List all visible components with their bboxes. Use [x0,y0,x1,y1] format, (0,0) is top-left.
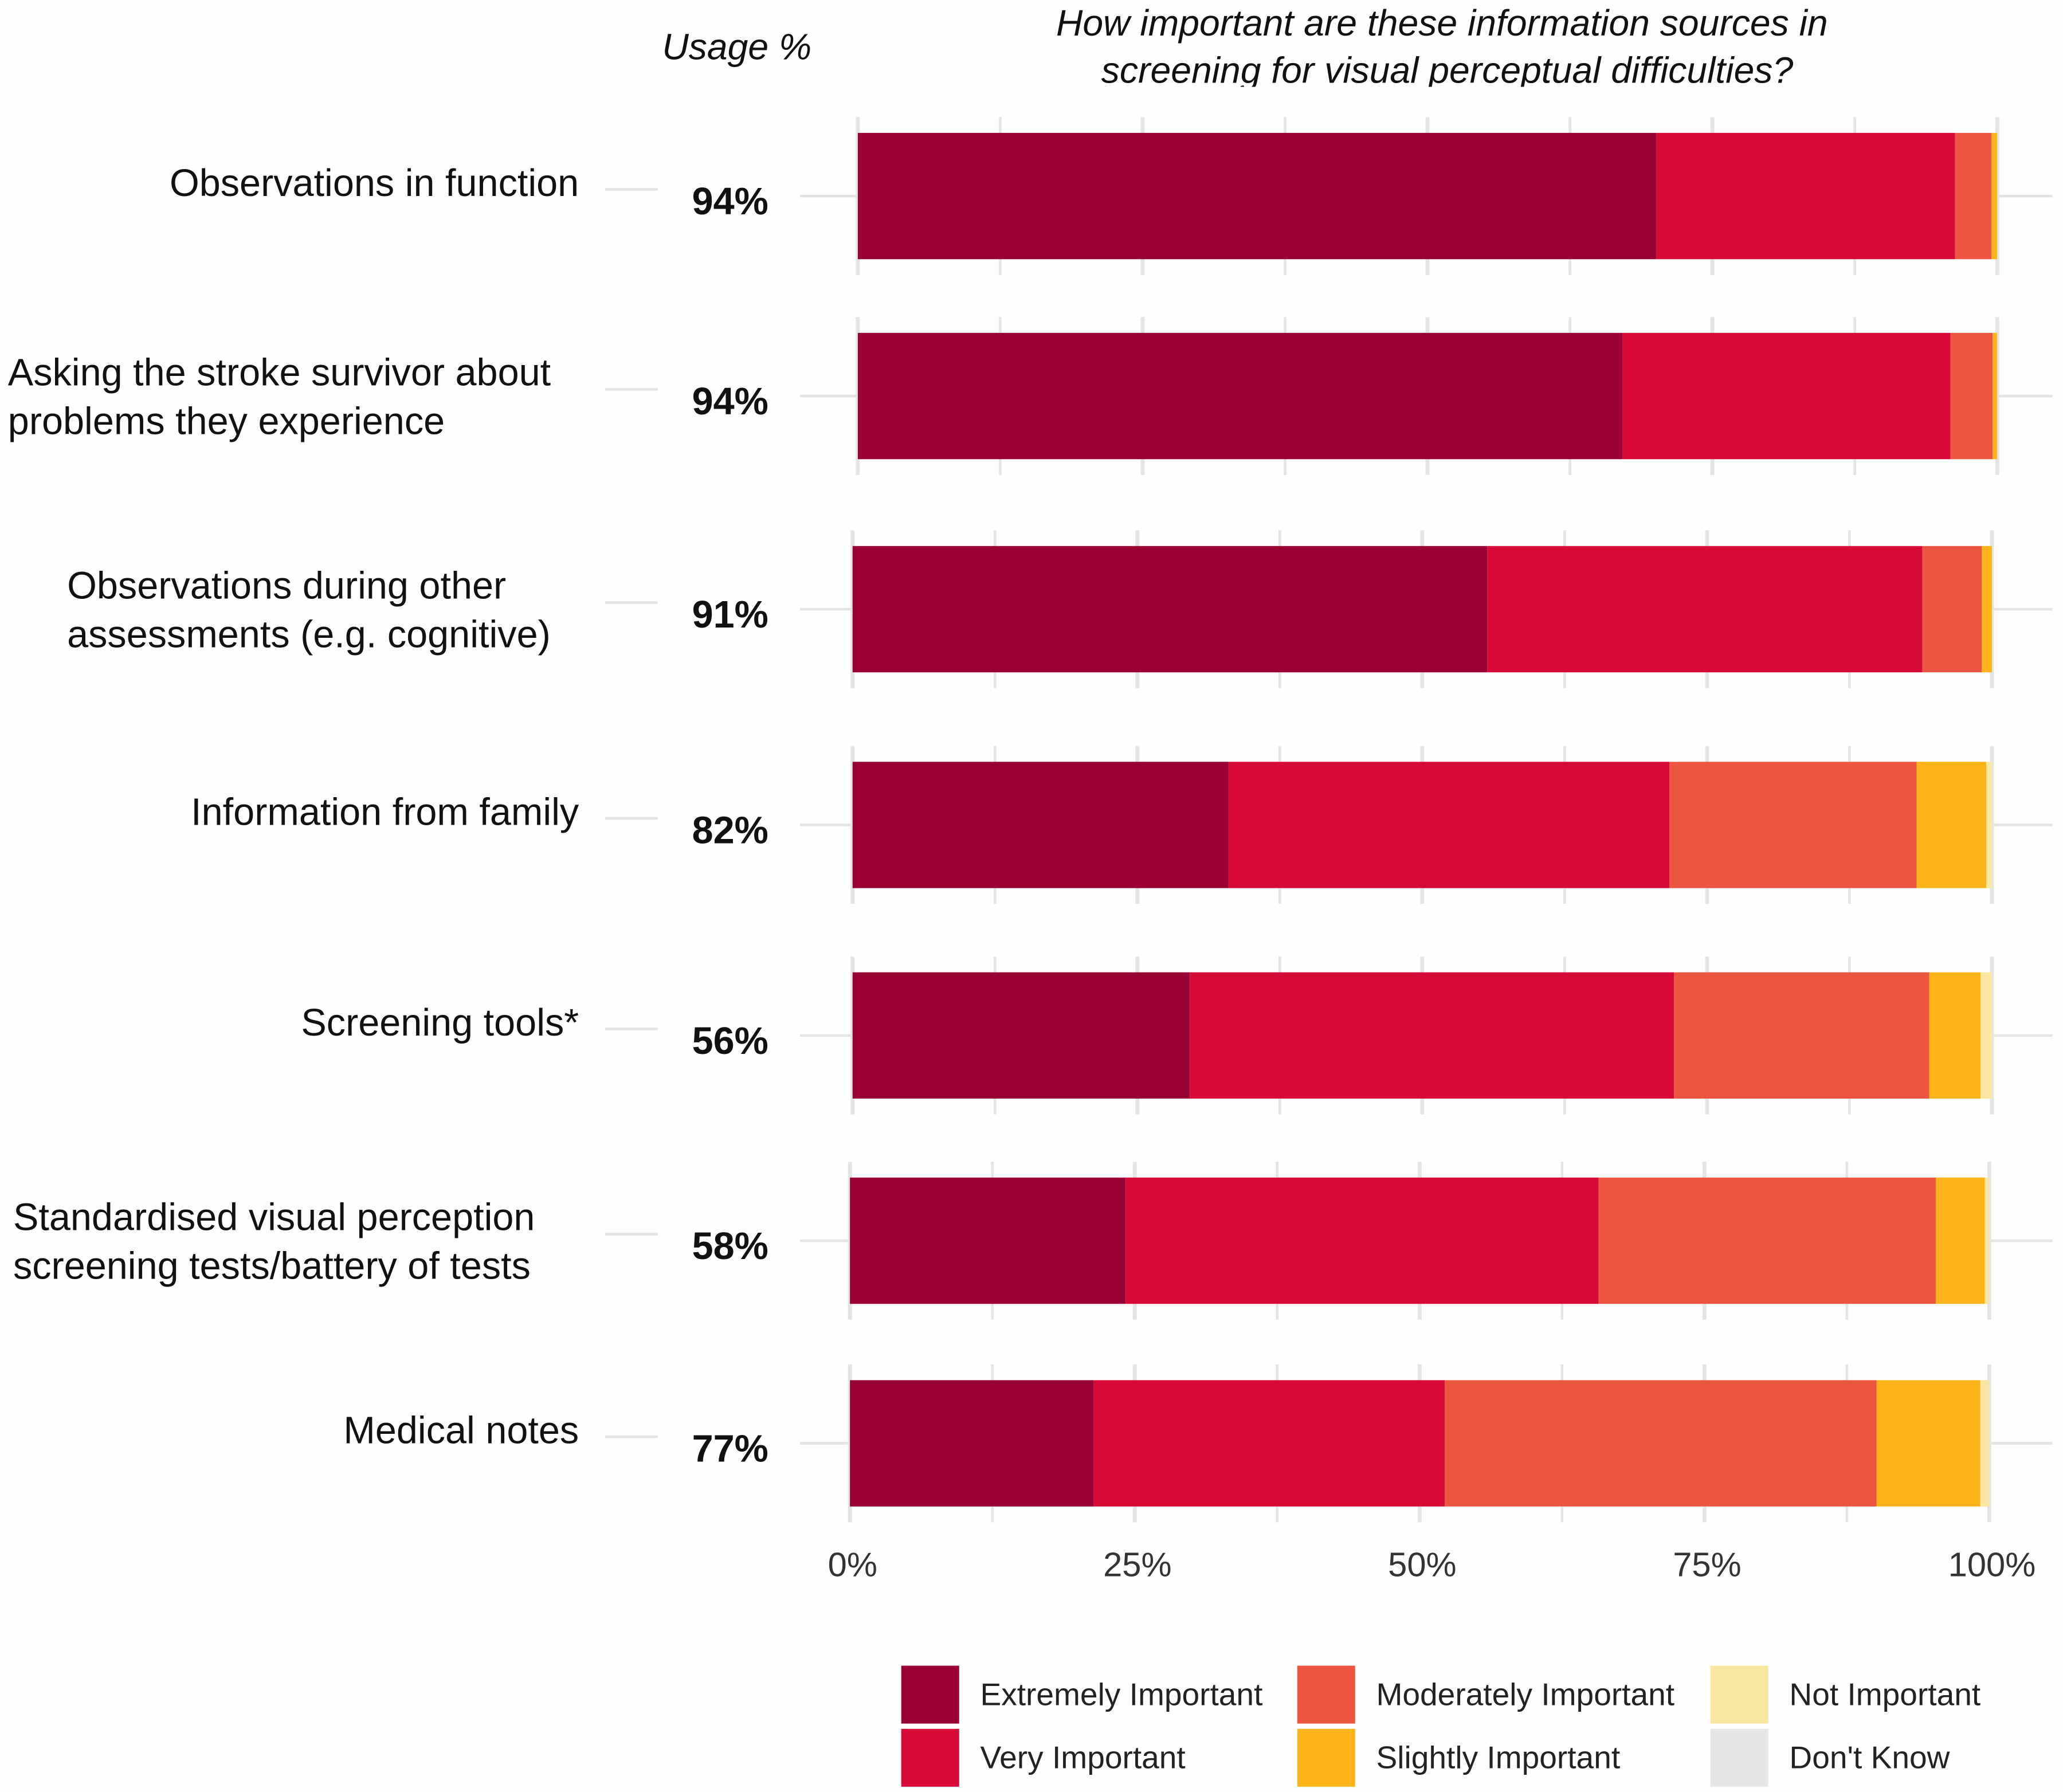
category-label-line: Observations in function [170,162,579,205]
bar-segment [852,972,1190,1099]
legend-item: Don't Know [1710,1728,1950,1787]
bar-segment [852,762,1229,888]
category-label-line: Information from family [191,791,579,834]
legend-swatch [901,1665,959,1724]
category-label: Medical notes [343,1410,579,1452]
category-label: Asking the stroke survivor about problems… [8,352,551,443]
bar-segment [1980,972,1992,1099]
bar-segment [1950,332,1993,460]
legend-label: Extremely Important [980,1676,1262,1712]
bar-segment [850,1177,1126,1304]
bar-segment [852,546,1488,673]
legend-label: Very Important [980,1740,1185,1775]
bar-row: Asking the stroke survivor about problems… [8,317,2053,475]
chart-title-line: screening for visual perceptual difficul… [1101,50,1794,91]
bar-segment [850,1380,1094,1507]
bar-row: Observations in function 94% [170,117,2053,275]
bar-segment [1993,332,1998,460]
bar-segment [1922,546,1982,673]
usage-value: 56% [692,1020,768,1062]
category-label-line: Medical notes [343,1410,579,1452]
bar-segment [1228,762,1670,888]
bar-segment [1929,972,1981,1099]
legend-item: Slightly Important [1297,1728,1621,1787]
x-tick-label: 50% [1388,1545,1456,1583]
category-label: Observations during other assessments (e.… [67,565,551,656]
category-label: Standardised visual perception screening … [13,1197,535,1288]
bar-segment [857,332,1623,460]
legend-label: Slightly Important [1376,1740,1621,1775]
bar-segment [1093,1380,1445,1507]
category-label-line: problems they experience [8,401,445,443]
bar-segment [1669,762,1917,888]
usage-value: 82% [692,810,768,852]
category-label-line: assessments (e.g. cognitive) [67,614,551,656]
usage-value: 91% [692,594,768,636]
category-label: Screening tools* [301,1002,579,1044]
x-tick-label: 0% [828,1545,877,1583]
chart-title-line: How important are these information sour… [1056,2,1828,44]
bar-segment [1876,1380,1980,1507]
category-label-line: Standardised visual perception [13,1197,535,1239]
legend-item: Extremely Important [901,1665,1262,1724]
bar-row: Medical notes 77% [343,1364,2053,1523]
category-label-line: screening tests/battery of tests [13,1245,531,1288]
x-tick-label: 100% [1948,1545,2036,1583]
usage-value: 58% [692,1225,768,1268]
legend-swatch [1297,1728,1355,1787]
legend-label: Moderately Important [1376,1676,1675,1712]
bar-segment [1125,1177,1599,1304]
category-label-line: Screening tools* [301,1002,579,1044]
x-tick-label: 75% [1673,1545,1741,1583]
legend: Extremely Important Very Important Moderat… [901,1665,1980,1787]
bar-segment [1656,132,1955,260]
bar-segment [1674,972,1929,1099]
x-tick-label: 25% [1103,1545,1171,1583]
category-label: Information from family [191,791,579,834]
bar-rows: Observations in function 94% Asking the st… [8,117,2053,1523]
bar-segment [1991,132,1998,260]
legend-item: Moderately Important [1297,1665,1675,1724]
legend-label: Don't Know [1789,1740,1950,1775]
bar-segment [857,132,1657,260]
category-label-line: Observations during other [67,565,506,607]
usage-value: 77% [692,1428,768,1471]
legend-item: Very Important [901,1728,1186,1787]
bar-segment [1935,1177,1985,1304]
bar-row: Observations during other assessments (e.… [67,530,2053,688]
bar-segment [1984,1177,1990,1304]
bar-row: Screening tools* 56% [301,956,2053,1115]
legend-item: Not Important [1710,1665,1980,1724]
bar-segment [1986,762,1992,888]
bar-segment [1598,1177,1936,1304]
bar-segment [1445,1380,1877,1507]
chart-title: How important are these information sour… [1056,2,1828,91]
bar-segment [1190,972,1674,1099]
bar-segment [1980,1380,1990,1507]
bar-segment [1955,132,1992,260]
legend-swatch [1710,1665,1768,1724]
bar-segment [1916,762,1987,888]
legend-swatch [1297,1665,1355,1724]
bar-row: Standardised visual perception screening … [13,1162,2053,1320]
bar-segment [1982,546,1992,673]
bar-row: Information from family 82% [191,746,2053,904]
usage-value: 94% [692,381,768,423]
usage-value: 94% [692,181,768,223]
category-label-line: Asking the stroke survivor about [8,352,551,394]
x-axis: 0% 25% 50% 75% 100% [828,1545,2036,1583]
legend-swatch [1710,1728,1768,1787]
legend-label: Not Important [1789,1676,1980,1712]
bar-segment [1622,332,1951,460]
legend-swatch [901,1728,959,1787]
bar-segment [1487,546,1923,673]
usage-header: Usage % [662,26,811,67]
category-label: Observations in function [170,162,579,205]
